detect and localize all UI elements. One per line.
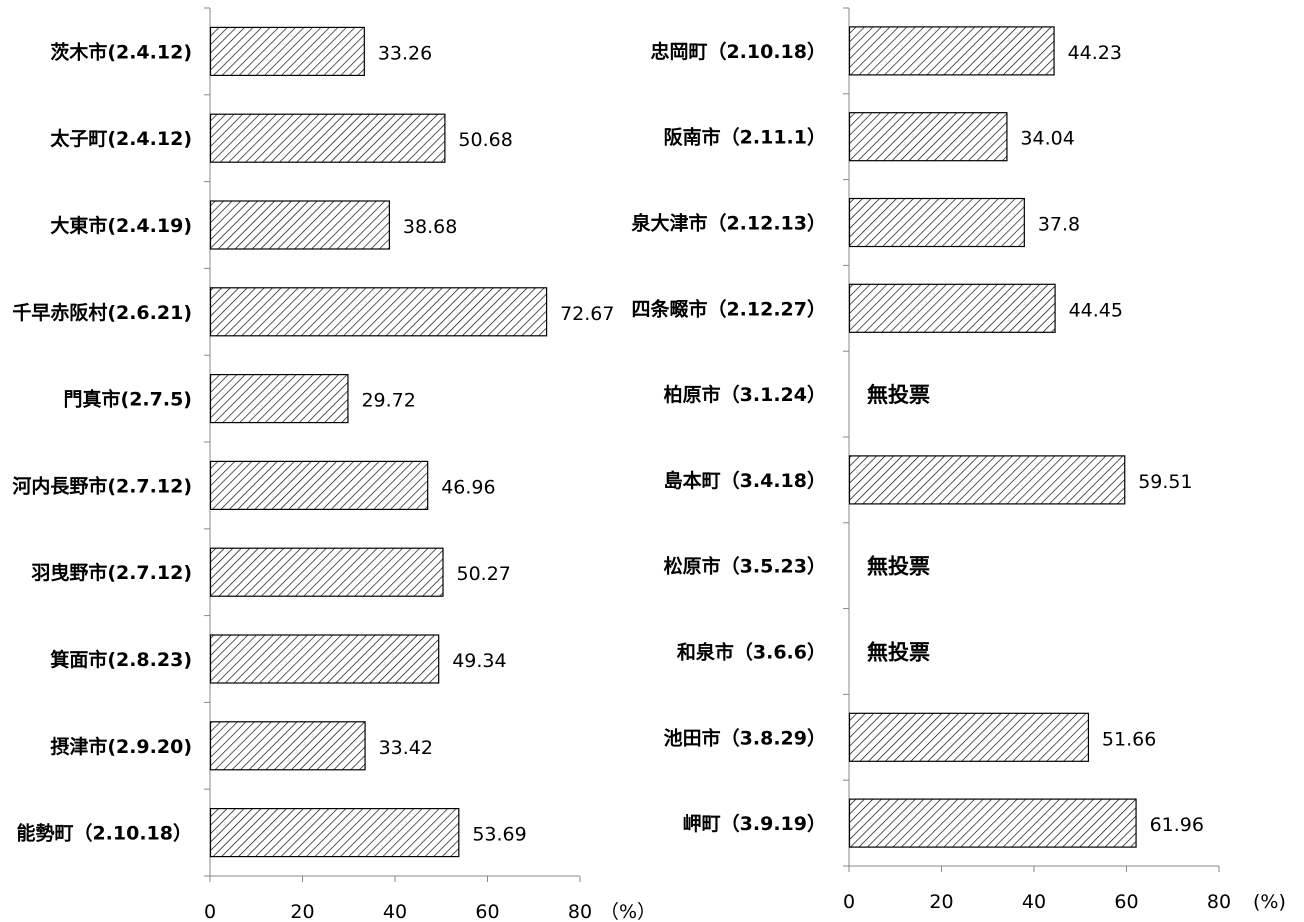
bar	[209, 547, 444, 597]
category-label: 島本町（3.4.18）	[664, 469, 826, 492]
value-label: 38.68	[403, 216, 457, 238]
category-label: 岬町（3.9.19）	[683, 812, 826, 835]
category-label: 四条畷市（2.12.27）	[631, 297, 826, 320]
category-label: 阪南市（2.11.1）	[664, 126, 826, 149]
no-vote-label: 無投票	[867, 383, 930, 407]
category-label: 柏原市（3.1.24）	[664, 383, 826, 406]
value-label: 33.26	[378, 42, 432, 64]
right-bar-chart: 忠岡町（2.10.18） 44.23 阪南市（2.11.1） 34.04 泉大津市（2.…	[630, 7, 1286, 913]
value-label: 59.51	[1138, 471, 1192, 493]
value-label: 37.8	[1038, 214, 1080, 236]
x-tick-label: 40	[1022, 891, 1046, 913]
category-label: 千早赤阪村(2.6.21)	[12, 301, 192, 324]
category-label: 太子町(2.4.12)	[50, 127, 192, 150]
value-label: 46.96	[441, 476, 495, 498]
category-label: 箕面市(2.8.23)	[50, 648, 192, 671]
bar	[848, 455, 1126, 505]
bar	[209, 460, 429, 510]
bar	[848, 26, 1055, 76]
value-label: 44.23	[1068, 42, 1122, 64]
category-label: 大東市(2.4.19)	[50, 214, 192, 237]
value-label: 44.45	[1069, 299, 1123, 321]
bar	[209, 634, 440, 684]
x-tick-label: 80	[568, 901, 592, 922]
bar	[848, 283, 1056, 333]
value-label: 53.69	[472, 824, 526, 846]
category-label: 松原市（3.5.23）	[664, 555, 826, 578]
bar	[848, 112, 1008, 162]
bar	[209, 200, 390, 250]
value-label: 34.04	[1020, 128, 1074, 150]
value-label: 33.42	[379, 737, 433, 759]
x-tick-label: 20	[290, 901, 314, 922]
value-label: 61.96	[1150, 814, 1204, 836]
x-tick-label: 40	[383, 901, 407, 922]
value-label: 29.72	[361, 390, 415, 412]
category-label: 摂津市(2.9.20)	[50, 735, 192, 758]
left-bar-chart: 茨木市(2.4.12) 33.26 太子町(2.4.12) 50.68 大東市(2.4.…	[12, 7, 656, 922]
value-label: 51.66	[1102, 728, 1156, 750]
value-label: 50.68	[458, 129, 512, 151]
value-label: 49.34	[452, 650, 506, 672]
category-label: 茨木市(2.4.12)	[50, 40, 192, 63]
x-tick-label: 60	[1114, 891, 1138, 913]
x-unit-label: （%）	[600, 901, 656, 922]
value-label: 50.27	[456, 563, 510, 585]
bar	[209, 113, 446, 163]
bar	[209, 26, 365, 76]
category-label: 池田市（3.8.29）	[664, 726, 826, 749]
category-label: 河内長野市(2.7.12)	[12, 474, 192, 497]
category-label: 羽曳野市(2.7.12)	[31, 561, 192, 584]
x-tick-label: 60	[475, 901, 499, 922]
no-vote-label: 無投票	[867, 555, 930, 579]
bar	[209, 807, 460, 858]
value-label: 72.67	[560, 303, 614, 325]
bar	[209, 287, 548, 337]
x-tick-label: 0	[843, 891, 855, 913]
x-tick-label: 20	[929, 891, 953, 913]
category-label: 和泉市（3.6.6）	[677, 641, 826, 664]
category-label: 門真市(2.7.5)	[64, 388, 192, 411]
x-tick-label: 0	[204, 901, 216, 922]
x-unit-label: (%)	[1253, 891, 1286, 913]
bar	[209, 721, 366, 771]
category-label: 能勢町（2.10.18）	[16, 822, 192, 845]
category-label: 忠岡町（2.10.18）	[650, 40, 826, 63]
bar	[209, 374, 349, 424]
category-label: 泉大津市（2.12.13）	[630, 212, 826, 235]
no-vote-label: 無投票	[867, 641, 930, 665]
bar	[848, 197, 1025, 248]
bar	[848, 798, 1137, 848]
bar	[848, 712, 1090, 762]
x-tick-label: 80	[1207, 891, 1231, 913]
